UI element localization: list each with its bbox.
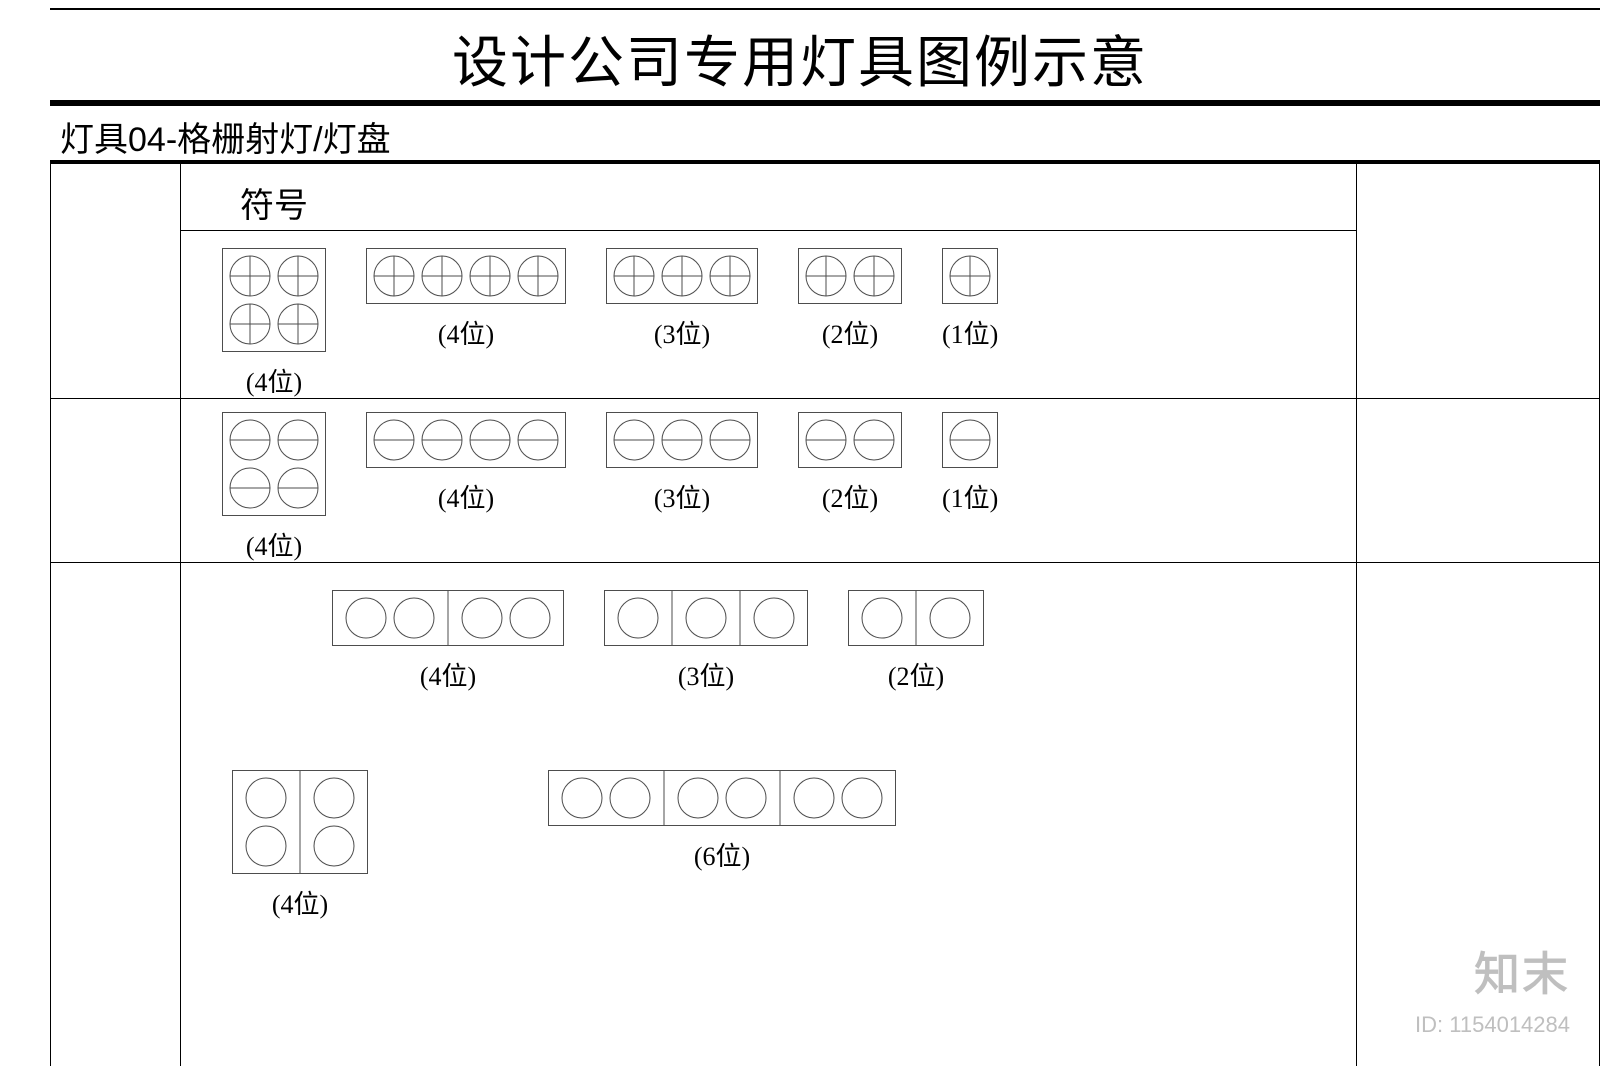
watermark-id: ID: 1154014284 [1415, 1012, 1570, 1038]
light-symbol-icon [848, 590, 984, 646]
symbol-caption: (2位) [822, 314, 878, 351]
symbol-item: (4位) [366, 412, 566, 515]
symbol-caption: (4位) [438, 314, 494, 351]
watermark-brand: 知末 [1474, 938, 1570, 1004]
light-symbol-icon [604, 590, 808, 646]
symbol-caption: (4位) [272, 884, 328, 921]
symbol-row: (4位) (4位) (3位) (2位) (1位) [200, 412, 998, 563]
symbol-caption: (1位) [942, 478, 998, 515]
col-sep-2 [1356, 160, 1357, 1066]
page: 设计公司专用灯具图例示意 灯具04-格栅射灯/灯盘 符号 (4位) (4位) (3位… [0, 0, 1600, 1066]
light-symbol-icon [606, 412, 758, 468]
light-symbol-icon [366, 248, 566, 304]
symbol-item: (3位) [604, 590, 808, 693]
col-sep-left [50, 160, 51, 1066]
symbol-caption: (3位) [654, 314, 710, 351]
light-symbol-icon [232, 770, 368, 874]
row-sep-header [180, 230, 1356, 231]
symbol-item: (4位) [232, 770, 368, 921]
symbol-row: (4位) (4位) (3位) (2位) (1位) [200, 248, 998, 399]
section-subtitle: 灯具04-格栅射灯/灯盘 [60, 112, 391, 161]
symbol-item: (2位) [798, 412, 902, 515]
symbol-item: (2位) [848, 590, 984, 693]
symbol-item: (4位) [332, 590, 564, 693]
symbol-caption: (2位) [822, 478, 878, 515]
symbol-caption: (1位) [942, 314, 998, 351]
symbol-item: (1位) [942, 412, 998, 515]
symbol-caption: (4位) [246, 362, 302, 399]
light-symbol-icon [942, 248, 998, 304]
rule-thick [50, 100, 1600, 106]
symbol-item: (4位) [222, 412, 326, 563]
column-header-symbol: 符号 [240, 178, 308, 227]
symbol-caption: (2位) [888, 656, 944, 693]
symbol-caption: (6位) [694, 836, 750, 873]
symbol-item: (1位) [942, 248, 998, 351]
col-sep-1 [180, 160, 181, 1066]
symbol-item: (3位) [606, 412, 758, 515]
symbol-caption: (4位) [438, 478, 494, 515]
symbol-caption: (3位) [654, 478, 710, 515]
light-symbol-icon [222, 412, 326, 516]
light-symbol-icon [332, 590, 564, 646]
light-symbol-icon [798, 248, 902, 304]
symbol-row: (4位) (6位) [210, 770, 896, 921]
light-symbol-icon [942, 412, 998, 468]
symbol-caption: (4位) [420, 656, 476, 693]
rule-under-subtitle [50, 160, 1600, 164]
symbol-caption: (4位) [246, 526, 302, 563]
symbol-item: (6位) [548, 770, 896, 873]
page-title: 设计公司专用灯具图例示意 [0, 18, 1600, 99]
light-symbol-icon [548, 770, 896, 826]
symbol-caption: (3位) [678, 656, 734, 693]
light-symbol-icon [606, 248, 758, 304]
light-symbol-icon [366, 412, 566, 468]
symbol-item: (4位) [222, 248, 326, 399]
light-symbol-icon [222, 248, 326, 352]
symbol-item: (2位) [798, 248, 902, 351]
symbol-item: (3位) [606, 248, 758, 351]
symbol-item: (4位) [366, 248, 566, 351]
rule-top [50, 8, 1600, 10]
light-symbol-icon [798, 412, 902, 468]
symbol-row: (4位) (3位) (2位) [310, 590, 984, 693]
